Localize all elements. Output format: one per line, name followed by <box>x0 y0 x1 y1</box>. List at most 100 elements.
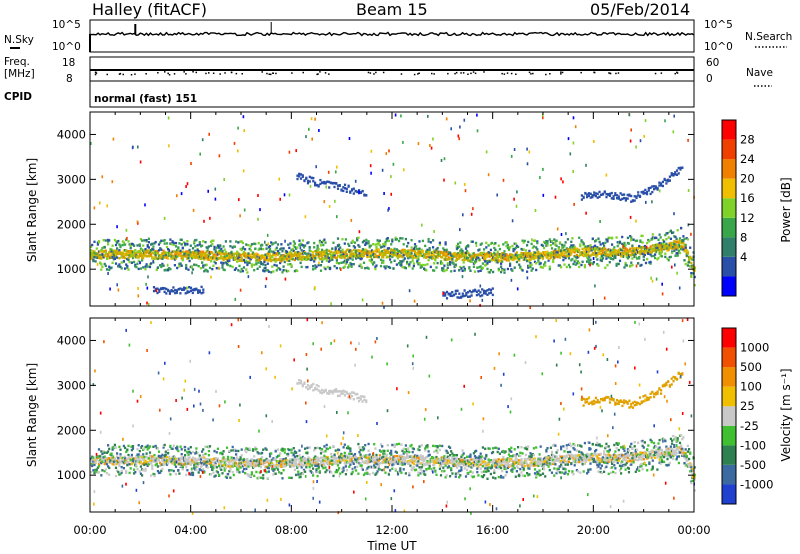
scatter-cell <box>557 264 560 267</box>
scatter-cell <box>376 248 379 251</box>
scatter-cell <box>659 244 662 247</box>
scatter-cell <box>626 197 629 200</box>
scatter-cell <box>229 245 232 248</box>
scatter-cell <box>340 188 343 191</box>
scatter-cell <box>292 254 295 257</box>
scatter-cell <box>373 255 376 258</box>
scatter-cell <box>678 251 682 255</box>
scatter-cell <box>108 457 111 460</box>
scatter-cell <box>143 463 146 467</box>
scatter-cell <box>342 186 345 189</box>
scatter-cell <box>528 260 531 263</box>
scatter-cell <box>472 265 475 268</box>
scatter-cell <box>260 247 263 251</box>
scatter-cell <box>400 114 402 118</box>
scatter-cell <box>322 243 325 247</box>
nave-point <box>208 72 210 74</box>
scatter-cell <box>446 263 449 267</box>
scatter-cell <box>604 241 607 244</box>
scatter-cell <box>96 243 99 246</box>
scatter-cell <box>214 474 217 477</box>
scatter-cell <box>690 275 693 278</box>
scatter-cell <box>230 456 233 459</box>
scatter-cell <box>444 252 447 256</box>
scatter-cell <box>110 248 113 251</box>
scatter-cell <box>669 229 672 232</box>
scatter-cell <box>511 219 514 223</box>
scatter-cell <box>171 240 174 244</box>
scatter-cell <box>477 256 480 260</box>
scatter-cell <box>299 252 302 256</box>
scatter-cell <box>245 243 248 246</box>
scatter-cell <box>641 234 644 238</box>
scatter-cell <box>139 465 142 468</box>
scatter-cell <box>641 241 644 244</box>
scatter-cell <box>304 257 307 260</box>
scatter-cell <box>518 257 521 261</box>
scatter-cell <box>370 258 374 261</box>
scatter-cell <box>485 241 488 245</box>
scatter-cell <box>164 450 167 453</box>
scatter-cell <box>570 244 573 247</box>
scatter-cell <box>113 457 116 461</box>
scatter-cell <box>288 193 291 197</box>
nave-point <box>224 72 226 74</box>
scatter-cell <box>587 194 590 197</box>
scatter-cell <box>693 269 696 272</box>
scatter-cell <box>493 246 496 250</box>
scatter-cell <box>259 208 261 212</box>
scatter-cell <box>96 456 99 460</box>
scatter-cell <box>176 446 179 449</box>
scatter-cell <box>348 137 351 140</box>
scatter-cell <box>629 265 632 268</box>
scatter-cell <box>597 237 600 240</box>
scatter-cell <box>218 473 221 477</box>
scatter-cell <box>198 251 201 255</box>
scatter-cell <box>138 254 141 258</box>
scatter-cell <box>155 251 158 255</box>
scatter-cell <box>171 462 174 465</box>
scatter-cell <box>144 265 147 268</box>
scatter-cell <box>456 246 460 249</box>
scatter-cell <box>167 462 170 465</box>
scatter-cell <box>274 248 277 251</box>
scatter-cell <box>300 249 303 252</box>
scatter-cell <box>654 256 657 260</box>
scatter-cell <box>518 253 521 257</box>
scatter-cell <box>253 474 256 478</box>
scatter-cell <box>350 250 353 253</box>
scatter-cell <box>365 248 368 252</box>
scatter-cell <box>153 251 156 255</box>
scatter-cell <box>245 256 248 259</box>
scatter-cell <box>554 195 557 199</box>
scatter-cell <box>649 262 652 265</box>
scatter-cell <box>579 251 582 254</box>
scatter-cell <box>188 254 191 257</box>
scatter-cell <box>485 263 488 266</box>
scatter-cell <box>172 460 175 463</box>
scatter-cell <box>398 250 401 253</box>
scatter-cell <box>196 463 199 467</box>
scatter-cell <box>609 252 612 255</box>
scatter-cell <box>248 447 251 450</box>
scatter-cell <box>475 293 478 297</box>
scatter-cell <box>309 250 312 253</box>
scatter-cell <box>231 265 234 269</box>
scatter-cell <box>687 189 690 192</box>
scatter-cell <box>101 247 104 250</box>
scatter-cell <box>661 282 663 286</box>
scatter-cell <box>442 291 445 295</box>
scatter-cell <box>563 254 566 257</box>
scatter-cell <box>627 249 631 252</box>
scatter-cell <box>489 291 493 294</box>
scatter-cell <box>97 465 101 468</box>
scatter-cell <box>565 265 568 269</box>
scatter-cell <box>335 256 338 260</box>
scatter-cell <box>264 264 267 267</box>
scatter-cell <box>223 255 226 258</box>
nave-point <box>183 71 185 73</box>
scatter-cell <box>595 252 598 255</box>
scatter-cell <box>546 240 549 243</box>
scatter-cell <box>469 269 472 272</box>
